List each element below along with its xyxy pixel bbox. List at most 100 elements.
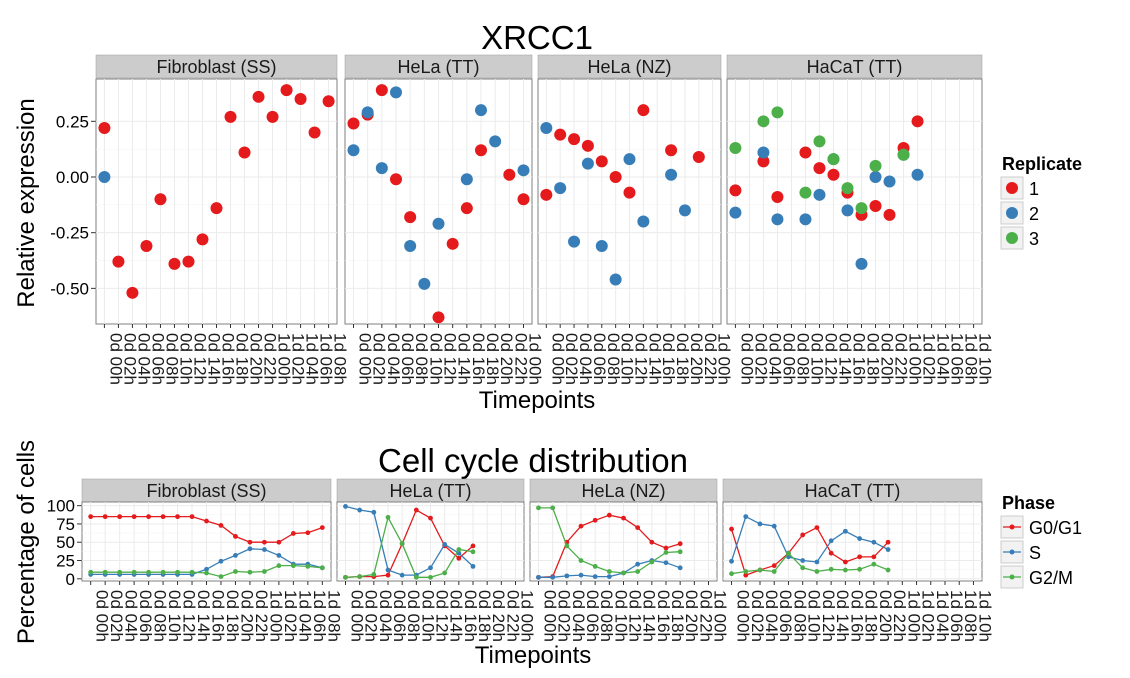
data-point [841,182,854,195]
data-point [621,515,626,521]
x-tick-label: 0d 10h [165,590,184,642]
data-point [218,523,224,528]
data-point [540,122,553,134]
data-point [800,558,806,563]
data-point [623,153,636,166]
data-point [204,518,209,524]
data-point [390,173,402,186]
data-point [841,204,854,217]
series-line [345,509,474,578]
legend-dot-g2m [1009,574,1015,580]
data-point [883,175,896,188]
data-point [218,558,224,564]
x-tick-label: 1d 04h [303,333,322,385]
data-point [470,549,476,555]
data-point [536,574,541,580]
data-point [460,202,473,215]
facet-strip [95,54,338,79]
legend-dot-1 [1006,182,1018,194]
x-tick-label: 0d 18h [864,333,883,385]
data-point [842,567,848,573]
data-point [357,574,363,580]
y-tick-label: 25 [56,552,75,571]
data-point [131,569,137,575]
data-point [827,168,840,181]
x-tick-label: 1d 04h [295,590,314,642]
data-point [117,514,123,520]
data-point [88,569,94,575]
x-tick-label: 0d 08h [790,590,809,642]
data-point [869,199,882,212]
y-tick-label: 50 [56,533,75,552]
data-point [757,155,770,168]
data-point [581,139,594,152]
data-point [126,286,139,299]
facet-strip-label: HaCaT (TT) [805,481,901,501]
x-tick-label: 0d 02h [748,590,767,642]
data-point [218,574,224,580]
x-tick-label: 1d 00h [711,590,730,642]
data-point [233,533,238,539]
x-tick-label: 1d 02h [281,590,300,642]
data-point [871,561,877,567]
data-point [322,95,335,108]
x-tick-label: 0d 02h [362,590,381,642]
data-point [385,567,391,573]
x-tick-label: 0d 22h [890,590,909,642]
data-point [413,574,419,580]
data-point [800,532,806,538]
data-point [357,507,363,513]
data-point [814,559,820,565]
x-axis-title: Timepoints [479,387,595,414]
data-point [102,569,108,575]
x-tick-label: 0d 12h [626,590,645,642]
data-point [637,215,650,228]
data-point [347,144,360,157]
data-point [399,541,405,547]
data-point [233,552,238,558]
data-point [413,507,419,513]
facet-strip-label: HaCaT (TT) [807,57,903,77]
x-tick-label: 0d 02h [120,333,139,385]
series-1 [729,115,924,221]
x-tick-label: 0d 20h [489,590,508,642]
data-point [428,515,433,521]
data-point [554,128,567,141]
data-point [276,552,282,558]
data-point [319,525,325,531]
data-point [238,146,251,159]
data-point [842,559,848,565]
data-point [857,554,863,560]
x-tick-label: 0d 18h [668,590,687,642]
y-tick-label: -0.25 [50,224,89,243]
data-point [911,168,924,181]
data-point [578,523,584,529]
data-point [146,569,151,575]
x-tick-label: 0d 14h [194,590,213,642]
data-point [432,217,445,230]
legend-entry-s: S [1000,540,1041,564]
x-tick-label: 0d 08h [793,333,812,385]
data-point [677,541,683,547]
x-tick-label: 0d 02h [751,333,770,385]
x-tick-label: 0d 06h [776,590,795,642]
data-point [828,550,834,556]
x-tick-label: 0d 14h [455,333,474,385]
x-tick-label: 0d 06h [148,333,167,385]
data-point [460,173,473,186]
data-point [475,104,487,117]
x-tick-label: 0d 14h [835,333,854,385]
legend-entry-g0g1: G0/G1 [1000,515,1082,539]
data-point [418,277,431,290]
data-point [160,514,166,520]
x-axis-title: Timepoints [475,642,591,669]
data-point [635,561,641,567]
data-point [568,133,581,146]
series-line [345,515,474,578]
data-point [280,84,293,97]
chart-title: Cell cycle distribution [378,442,688,479]
